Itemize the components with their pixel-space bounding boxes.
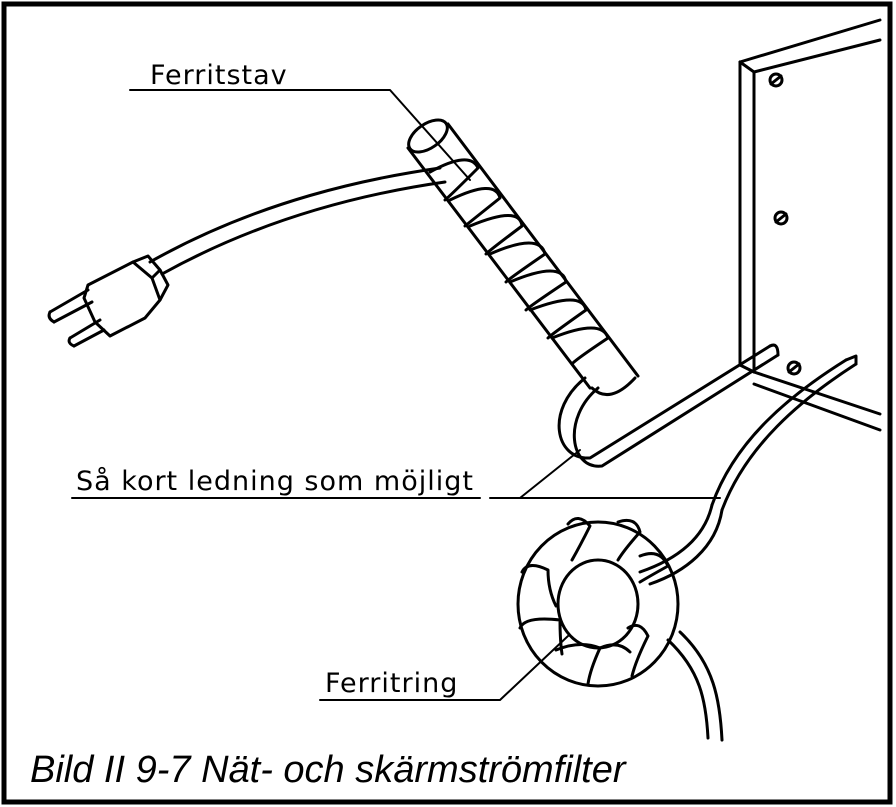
short-cable	[557, 343, 780, 468]
ferrite-ring-leader	[319, 635, 569, 701]
label-ferrite-rod: Ferritstav	[150, 60, 288, 91]
mains-plug	[47, 254, 170, 348]
label-short-cable: Så kort ledning som möjligt	[76, 466, 474, 497]
short-cable-leader-loop	[519, 449, 581, 499]
figure-caption: Bild II 9-7 Nät- och skärmströmfilter	[30, 749, 627, 791]
device-chassis	[738, 18, 882, 432]
mains-cable	[148, 166, 447, 276]
ferrite-rod	[406, 118, 640, 397]
label-ferrite-ring: Ferritring	[325, 668, 458, 699]
ferrite-ring	[516, 517, 680, 688]
ferrite-rod-leader	[129, 89, 471, 181]
screen-cable	[638, 354, 858, 742]
